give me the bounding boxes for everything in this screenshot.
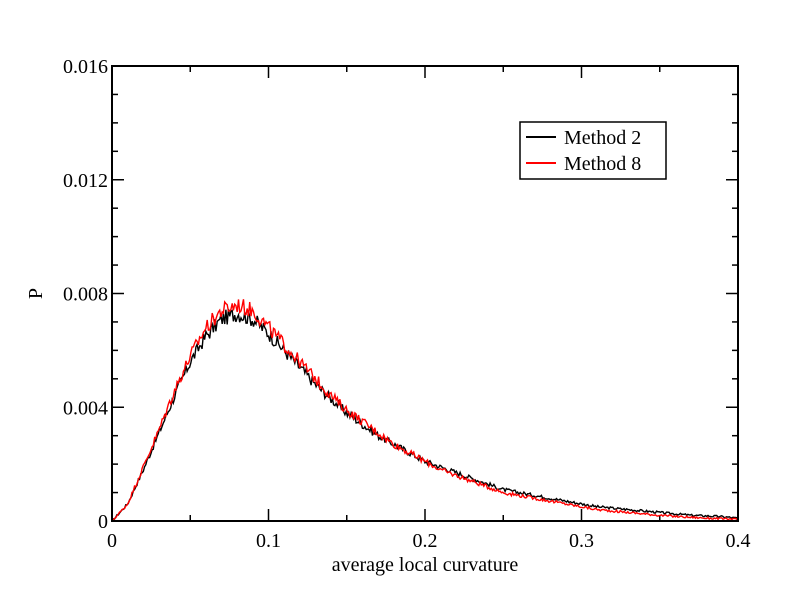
y-axis-title: P — [25, 288, 47, 299]
legend-box — [519, 121, 667, 180]
y-tick-label: 0 — [98, 511, 108, 533]
y-tick-label: 0.016 — [63, 56, 108, 78]
x-axis-title: average local curvature — [332, 554, 519, 576]
series-lines — [111, 299, 739, 521]
x-tick-label: 0.4 — [726, 530, 751, 552]
x-tick-label: 0.2 — [413, 530, 438, 552]
legend-label-method-8: Method 8 — [564, 153, 641, 175]
tick-labels: 0 0.1 0.2 0.3 0.4 0 0.004 0.008 0.012 0.016 — [63, 56, 751, 552]
x-tick-label: 0.3 — [569, 530, 594, 552]
plot-frame — [111, 65, 739, 522]
legend-label-method-2: Method 2 — [564, 127, 641, 149]
legend: Method 2 Method 8 — [519, 121, 667, 180]
y-tick-label: 0.008 — [63, 284, 108, 306]
series-line-method-8 — [111, 299, 739, 521]
x-tick-label: 0.1 — [256, 530, 281, 552]
y-tick-label: 0.012 — [63, 170, 108, 192]
series-line-method-2 — [111, 308, 739, 521]
x-tick-label: 0 — [107, 530, 117, 552]
y-tick-label: 0.004 — [63, 397, 108, 419]
